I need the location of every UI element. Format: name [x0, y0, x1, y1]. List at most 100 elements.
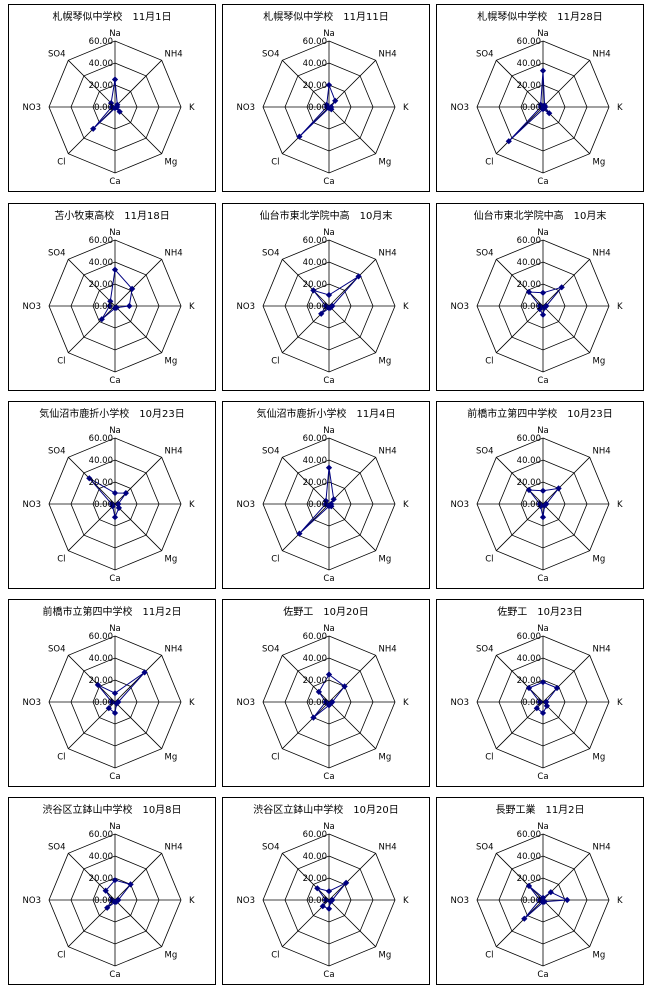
axis-label: Ca: [323, 376, 334, 386]
axis-spoke: [328, 259, 376, 307]
tick-label: 60.00: [89, 830, 113, 840]
axis-label: Na: [537, 228, 549, 238]
axis-label: Ca: [537, 177, 548, 187]
axis-spoke: [68, 60, 116, 108]
axis-label: NO3: [237, 896, 255, 906]
tick-label: 60.00: [89, 37, 113, 47]
axis-spoke: [328, 457, 376, 505]
axis-label: NO3: [451, 896, 469, 906]
axis-label: Cl: [57, 357, 65, 367]
axis-spoke: [68, 655, 116, 703]
tick-label: 60.00: [517, 37, 541, 47]
tick-label: 60.00: [303, 37, 327, 47]
axis-label: NO3: [237, 103, 255, 113]
axis-label: Ca: [109, 177, 120, 187]
axis-label: Cl: [485, 158, 493, 168]
axis-spoke: [496, 60, 544, 108]
chart-title: 長野工業 11月2日: [495, 803, 584, 816]
axis-label: K: [617, 302, 623, 312]
tick-label: 0.00: [308, 500, 327, 510]
axis-label: NO3: [237, 500, 255, 510]
axis-label: SO4: [262, 843, 280, 853]
data-point: [111, 489, 119, 497]
axis-spoke: [496, 853, 544, 901]
axis-spoke: [282, 60, 330, 108]
axis-label: Mg: [379, 753, 392, 763]
axis-label: SO4: [476, 249, 494, 259]
axis-label: Ca: [323, 772, 334, 782]
axis-spoke: [114, 899, 162, 947]
radar-chart-panel: 長野工業 11月2日 0.00 20.00 40.00 60.00 Na NH4 K Mg Ca C…: [436, 797, 644, 985]
axis-spoke: [328, 853, 376, 901]
axis-label: SO4: [48, 447, 66, 457]
axis-label: NH4: [165, 50, 183, 60]
data-point: [115, 504, 123, 512]
axis-label: NO3: [23, 698, 41, 708]
chart-title: 札幌琴似中学校 11月1日: [52, 10, 171, 23]
radar-chart-panel: 札幌琴似中学校 11月11日 0.00 20.00 40.00 60.00 Na NH4 K M…: [222, 4, 430, 192]
chart-title: 前橋市立第四中学校 10月23日: [467, 407, 612, 420]
tick-label: 40.00: [303, 456, 327, 466]
data-point: [107, 99, 115, 107]
axis-spoke: [282, 701, 330, 749]
axis-label: K: [189, 103, 195, 113]
tick-label: 0.00: [308, 698, 327, 708]
axis-spoke: [542, 899, 590, 947]
radar-chart-panel: 佐野工 10月20日 0.00 20.00 40.00 60.00 Na NH4 K Mg Ca C…: [222, 599, 430, 787]
axis-label: NO3: [23, 500, 41, 510]
tick-label: 0.00: [94, 302, 113, 312]
tick-label: 60.00: [303, 632, 327, 642]
axis-spoke: [114, 259, 162, 307]
axis-label: NH4: [165, 645, 183, 655]
chart-title: 苫小牧東高校 11月18日: [54, 209, 169, 222]
axis-label: NH4: [379, 50, 397, 60]
radar-chart-panel: 仙台市東北学院中高 10月末 0.00 20.00 40.00 60.00 Na NH4 K M…: [222, 203, 430, 391]
data-point: [539, 487, 547, 494]
radar-chart-panel: 渋谷区立鉢山中学校 10月20日 0.00 20.00 40.00 60.00 Na NH4…: [222, 797, 430, 985]
axis-label: K: [617, 500, 623, 510]
axis-label: Na: [537, 624, 549, 634]
axis-spoke: [114, 60, 162, 108]
tick-label: 0.00: [94, 896, 113, 906]
axis-spoke: [114, 701, 162, 749]
tick-label: 20.00: [517, 478, 541, 488]
radar-chart-panel: 渋谷区立鉢山中学校 10月8日 0.00 20.00 40.00 60.00 Na NH4 K…: [8, 797, 216, 985]
tick-label: 0.00: [308, 302, 327, 312]
axis-label: Cl: [485, 555, 493, 565]
data-point: [325, 888, 333, 895]
axis-label: Cl: [271, 555, 279, 565]
axis-spoke: [496, 305, 544, 353]
axis-label: K: [189, 896, 195, 906]
axis-label: SO4: [262, 645, 280, 655]
tick-label: 20.00: [89, 874, 113, 884]
tick-label: 40.00: [89, 258, 113, 268]
axis-spoke: [68, 259, 116, 307]
data-point: [111, 76, 119, 83]
axis-label: NH4: [379, 249, 397, 259]
tick-label: 60.00: [89, 236, 113, 246]
axis-spoke: [114, 106, 162, 154]
axis-spoke: [114, 457, 162, 505]
tick-label: 0.00: [522, 302, 541, 312]
chart-title: 渋谷区立鉢山中学校 10月8日: [42, 803, 181, 816]
axis-label: NH4: [165, 447, 183, 457]
axis-label: Ca: [537, 376, 548, 386]
chart-title: 前橋市立第四中学校 11月2日: [42, 605, 181, 618]
tick-label: 20.00: [89, 280, 113, 290]
tick-label: 0.00: [308, 896, 327, 906]
axis-spoke: [496, 701, 544, 749]
tick-label: 40.00: [89, 59, 113, 69]
axis-spoke: [542, 259, 590, 307]
axis-spoke: [542, 701, 590, 749]
axis-spoke: [496, 259, 544, 307]
axis-spoke: [328, 701, 376, 749]
axis-label: SO4: [262, 50, 280, 60]
axis-label: Na: [323, 228, 335, 238]
chart-title: 札幌琴似中学校 11月11日: [263, 10, 388, 23]
chart-title: 仙台市東北学院中高 10月末: [474, 209, 607, 222]
axis-label: SO4: [48, 50, 66, 60]
axis-label: NH4: [593, 50, 611, 60]
